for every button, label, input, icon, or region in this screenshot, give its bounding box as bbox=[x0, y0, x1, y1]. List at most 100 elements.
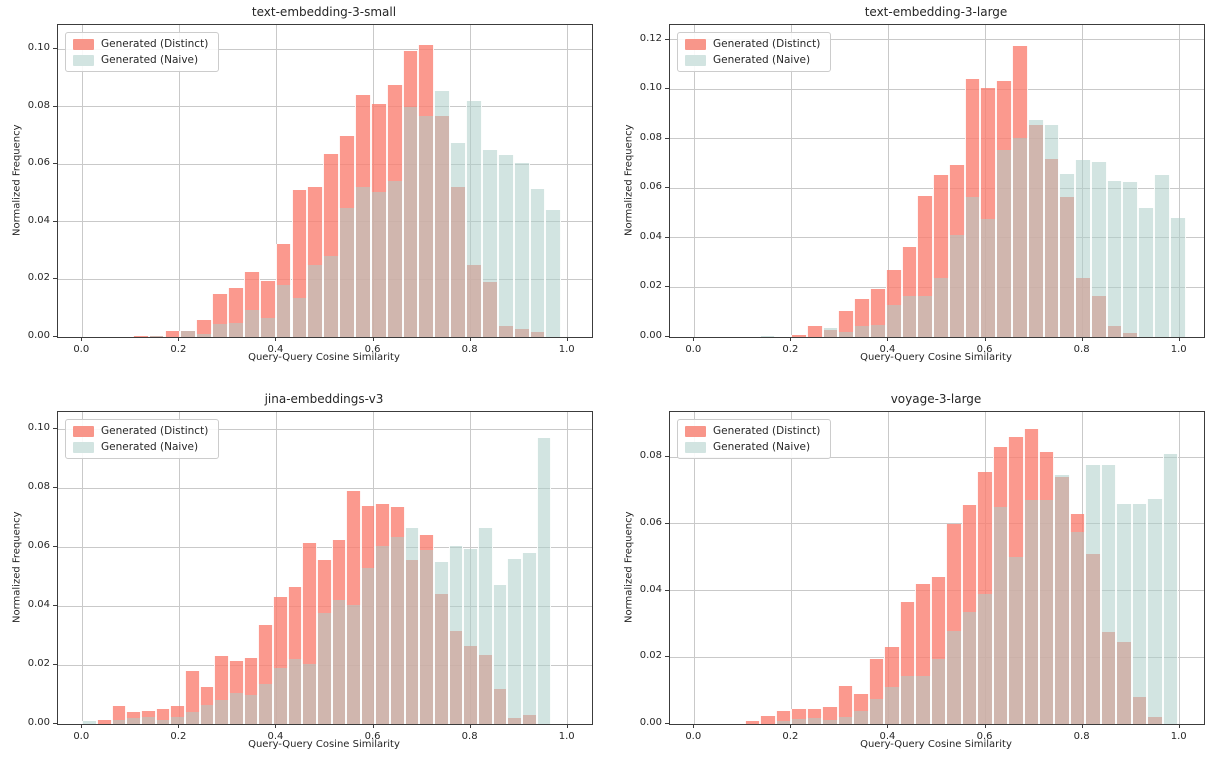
histogram-bar-naive bbox=[258, 684, 273, 724]
histogram-bar-distinct bbox=[775, 710, 792, 724]
histogram-bar-naive bbox=[1147, 498, 1163, 724]
histogram-bar-naive bbox=[316, 613, 332, 724]
subplot-title: jina-embeddings-v3 bbox=[264, 392, 384, 406]
legend-label: Generated (Naive) bbox=[713, 441, 811, 453]
legend: Generated (Distinct) Generated (Naive) bbox=[677, 419, 832, 459]
histogram-bar-naive bbox=[1162, 453, 1179, 724]
x-tick-mark bbox=[275, 724, 277, 728]
y-tick-mark bbox=[665, 187, 669, 189]
y-tick-label: 0.12 bbox=[639, 32, 662, 44]
legend: Generated (Distinct) Generated (Naive) bbox=[677, 32, 832, 72]
histogram-bar-naive bbox=[360, 567, 376, 724]
x-tick-mark bbox=[566, 337, 568, 341]
histogram-bar-naive bbox=[199, 704, 215, 724]
y-tick-mark bbox=[53, 605, 57, 607]
histogram-bar-naive bbox=[933, 277, 949, 337]
y-tick-mark bbox=[665, 656, 669, 658]
y-tick-mark bbox=[53, 278, 57, 280]
y-tick-label: 0.00 bbox=[27, 330, 50, 341]
naive-swatch-icon bbox=[685, 54, 706, 66]
legend-item: Generated (Distinct) bbox=[73, 425, 208, 437]
histogram-bar-naive bbox=[272, 667, 288, 724]
gridline-y bbox=[670, 39, 1204, 41]
subplot-text-embedding-3-small: text-embedding-3-small Normalized Freque… bbox=[0, 0, 612, 387]
x-tick-label: 1.0 bbox=[558, 731, 575, 742]
x-tick-mark bbox=[693, 724, 695, 728]
histogram-bar-naive bbox=[854, 325, 870, 337]
histogram-bar-distinct bbox=[164, 331, 181, 337]
gridline-x bbox=[81, 412, 83, 724]
y-tick-label: 0.02 bbox=[639, 650, 662, 662]
histogram-bar-distinct bbox=[196, 319, 213, 337]
x-tick-mark bbox=[81, 724, 83, 728]
histogram-bar-naive bbox=[155, 719, 171, 724]
x-tick-mark bbox=[1081, 724, 1083, 728]
histogram-bar-naive bbox=[961, 612, 978, 724]
histogram-bar-naive bbox=[497, 154, 514, 337]
x-tick-mark bbox=[469, 337, 471, 341]
gridline-y bbox=[58, 546, 592, 548]
histogram-bar-distinct bbox=[837, 685, 854, 724]
histogram-bar-naive bbox=[545, 210, 562, 337]
histogram-bar-naive bbox=[759, 335, 776, 337]
histogram-bar-naive bbox=[1012, 137, 1028, 337]
legend-item: Generated (Naive) bbox=[685, 441, 820, 453]
histogram-bar-naive bbox=[1106, 181, 1123, 337]
histogram-bar-naive bbox=[917, 296, 934, 337]
x-tick-label: 0.2 bbox=[782, 344, 799, 355]
x-tick-mark bbox=[566, 724, 568, 728]
histogram-bar-naive bbox=[375, 545, 391, 724]
histogram-bar-naive bbox=[806, 718, 823, 724]
naive-swatch-icon bbox=[685, 441, 706, 453]
y-tick-label: 0.10 bbox=[639, 82, 662, 94]
y-tick-mark bbox=[53, 428, 57, 430]
histogram-bar-naive bbox=[870, 325, 886, 337]
histogram-bar-naive bbox=[339, 207, 355, 337]
y-tick-label: 0.06 bbox=[639, 516, 662, 528]
histogram-bar-naive bbox=[536, 437, 552, 724]
subplot-text-embedding-3-large: text-embedding-3-large Normalized Freque… bbox=[612, 0, 1224, 387]
plot-area: Generated (Distinct) Generated (Naive) bbox=[669, 411, 1205, 725]
gridline-x bbox=[887, 25, 889, 337]
histogram-bar-naive bbox=[287, 659, 303, 724]
gridline-x bbox=[178, 25, 180, 337]
x-tick-mark bbox=[887, 337, 889, 341]
gridline-x bbox=[1179, 25, 1181, 337]
histogram-bar-naive bbox=[275, 285, 292, 337]
gridline-x bbox=[567, 412, 569, 724]
y-tick-mark bbox=[53, 546, 57, 548]
histogram-bar-naive bbox=[1131, 503, 1148, 724]
legend-item: Generated (Naive) bbox=[685, 54, 820, 66]
histogram-bar-naive bbox=[1122, 182, 1139, 337]
histogram-bar-naive bbox=[148, 335, 165, 337]
histogram-bar-naive bbox=[1043, 125, 1060, 337]
histogram-bar-naive bbox=[370, 191, 387, 337]
histogram-bar-distinct bbox=[184, 670, 200, 724]
y-tick-mark bbox=[53, 48, 57, 50]
gridline-y bbox=[670, 88, 1204, 90]
gridline-x bbox=[567, 25, 569, 337]
distinct-swatch-icon bbox=[73, 425, 94, 437]
histogram-bar-naive bbox=[307, 265, 324, 337]
legend: Generated (Distinct) Generated (Naive) bbox=[65, 32, 220, 72]
histogram-bar-naive bbox=[419, 550, 435, 724]
histogram-bar-naive bbox=[463, 548, 479, 724]
histogram-bar-naive bbox=[964, 197, 981, 337]
histogram-bar-naive bbox=[838, 332, 855, 337]
histogram-bar-distinct bbox=[838, 311, 855, 337]
x-tick-label: 0.4 bbox=[879, 731, 896, 742]
x-tick-label: 0.4 bbox=[267, 344, 284, 355]
x-tick-label: 0.8 bbox=[461, 344, 478, 355]
legend-item: Generated (Naive) bbox=[73, 54, 208, 66]
y-tick-mark bbox=[53, 664, 57, 666]
gridline-x bbox=[275, 25, 277, 337]
gridline-y bbox=[670, 456, 1204, 458]
histogram-bar-naive bbox=[791, 719, 807, 724]
histogram-bar-naive bbox=[1038, 500, 1055, 724]
histogram-bar-naive bbox=[82, 721, 97, 724]
gridline-x bbox=[887, 412, 889, 724]
naive-swatch-icon bbox=[73, 54, 94, 66]
y-axis-label: Normalized Frequency bbox=[11, 124, 23, 236]
x-tick-label: 0.6 bbox=[364, 344, 381, 355]
histogram-bar-naive bbox=[1054, 475, 1070, 724]
